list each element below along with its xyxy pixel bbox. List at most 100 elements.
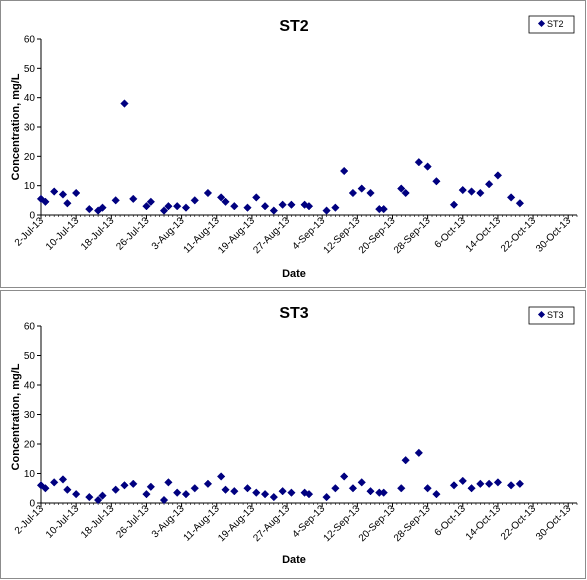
x-tick-label: 18-Jul-13 bbox=[79, 503, 117, 541]
x-tick-label: 27-Aug-13 bbox=[251, 503, 292, 544]
data-point bbox=[458, 185, 467, 195]
data-point bbox=[120, 99, 129, 108]
data-point bbox=[269, 492, 279, 502]
x-tick-label: 30-Oct-13 bbox=[534, 215, 574, 255]
data-point bbox=[467, 187, 476, 196]
data-point bbox=[230, 202, 239, 211]
data-point bbox=[50, 478, 59, 487]
data-point bbox=[216, 472, 226, 481]
data-point bbox=[173, 488, 182, 497]
data-point bbox=[458, 476, 467, 486]
x-tick-label: 12-Sep-13 bbox=[322, 503, 363, 544]
data-point bbox=[159, 206, 169, 215]
data-point bbox=[50, 187, 59, 196]
data-point bbox=[322, 206, 331, 215]
data-point bbox=[278, 487, 287, 496]
legend-marker bbox=[537, 310, 546, 319]
x-tick-label: 12-Sep-13 bbox=[322, 215, 363, 256]
chart-panel-st3: ST3 ST3 Concentration, mg/L Date 0 10 20 30… bbox=[0, 290, 586, 579]
data-point bbox=[401, 188, 410, 198]
chart-panel-st2: ST2 ST2 Concentration, mg/L Date 0 10 20 30… bbox=[0, 0, 586, 288]
y-tick-label: 20 bbox=[24, 440, 36, 451]
y-tick-label: 10 bbox=[24, 469, 36, 480]
data-point bbox=[71, 188, 81, 198]
y-tick-label: 60 bbox=[24, 322, 36, 333]
data-point bbox=[331, 203, 340, 212]
x-tick-label: 26-Jul-13 bbox=[114, 503, 152, 541]
x-tick-label: 14-Oct-13 bbox=[464, 215, 504, 255]
data-point bbox=[142, 202, 151, 211]
data-point bbox=[397, 184, 406, 193]
data-point bbox=[93, 495, 103, 505]
data-point bbox=[98, 203, 107, 212]
data-point bbox=[379, 488, 388, 497]
x-tick-label: 6-Oct-13 bbox=[433, 503, 469, 539]
data-point bbox=[366, 487, 375, 496]
data-point bbox=[401, 456, 410, 465]
data-point bbox=[414, 158, 423, 167]
x-tick-label: 19-Aug-13 bbox=[216, 215, 257, 256]
data-point bbox=[252, 488, 261, 497]
data-point bbox=[506, 193, 516, 202]
data-point bbox=[304, 202, 314, 211]
x-tick-label: 28-Sep-13 bbox=[392, 503, 433, 544]
data-point bbox=[287, 488, 296, 497]
y-tick-label: 30 bbox=[24, 410, 36, 421]
data-point bbox=[243, 484, 252, 493]
data-point bbox=[63, 199, 72, 208]
data-point bbox=[423, 484, 432, 493]
data-point bbox=[243, 203, 252, 212]
x-tick-label: 28-Sep-13 bbox=[392, 215, 433, 256]
data-point bbox=[476, 188, 485, 198]
y-tick-label: 40 bbox=[24, 93, 36, 104]
x-tick-label: 30-Oct-13 bbox=[534, 503, 574, 543]
data-point bbox=[181, 489, 191, 499]
x-tick-label: 10-Jul-13 bbox=[44, 215, 82, 253]
legend-box bbox=[528, 306, 575, 325]
data-point bbox=[357, 478, 366, 487]
data-point bbox=[164, 202, 173, 211]
y-tick-label: 30 bbox=[24, 123, 36, 134]
y-tick-label: 60 bbox=[24, 35, 36, 46]
x-axis-title: Date bbox=[282, 268, 306, 280]
data-point bbox=[221, 485, 230, 494]
plot-area: 01020304050602-Jul-1310-Jul-1318-Jul-132… bbox=[13, 35, 578, 256]
data-point bbox=[159, 495, 169, 505]
data-point bbox=[85, 204, 94, 214]
data-point bbox=[129, 479, 138, 488]
data-point bbox=[173, 202, 182, 211]
data-point bbox=[515, 479, 525, 488]
data-point bbox=[476, 479, 485, 488]
data-point bbox=[71, 489, 81, 499]
data-point bbox=[203, 188, 213, 198]
data-point bbox=[146, 482, 155, 491]
legend-box bbox=[528, 15, 575, 34]
data-point bbox=[111, 485, 120, 494]
data-point bbox=[379, 204, 388, 214]
data-point bbox=[357, 184, 366, 193]
data-point bbox=[339, 166, 349, 176]
data-point bbox=[300, 200, 309, 209]
plot-area: 01020304050602-Jul-1310-Jul-1318-Jul-132… bbox=[13, 322, 578, 544]
data-point bbox=[339, 472, 349, 481]
x-axis-title: Date bbox=[282, 554, 306, 566]
data-point bbox=[423, 162, 432, 171]
data-point bbox=[484, 479, 494, 488]
data-point bbox=[414, 448, 423, 458]
data-point bbox=[397, 484, 406, 493]
data-point bbox=[190, 196, 199, 205]
data-point bbox=[484, 180, 494, 189]
y-tick-label: 0 bbox=[29, 499, 35, 510]
data-point bbox=[230, 487, 239, 496]
y-tick-label: 20 bbox=[24, 152, 36, 163]
data-point bbox=[366, 188, 375, 198]
data-point bbox=[85, 492, 94, 502]
data-point bbox=[203, 479, 213, 488]
data-point bbox=[304, 489, 314, 499]
data-point bbox=[41, 484, 50, 493]
data-point bbox=[467, 484, 476, 493]
data-point bbox=[348, 188, 358, 198]
data-point bbox=[111, 196, 120, 205]
x-tick-label: 19-Aug-13 bbox=[216, 503, 257, 544]
data-point bbox=[449, 481, 459, 490]
